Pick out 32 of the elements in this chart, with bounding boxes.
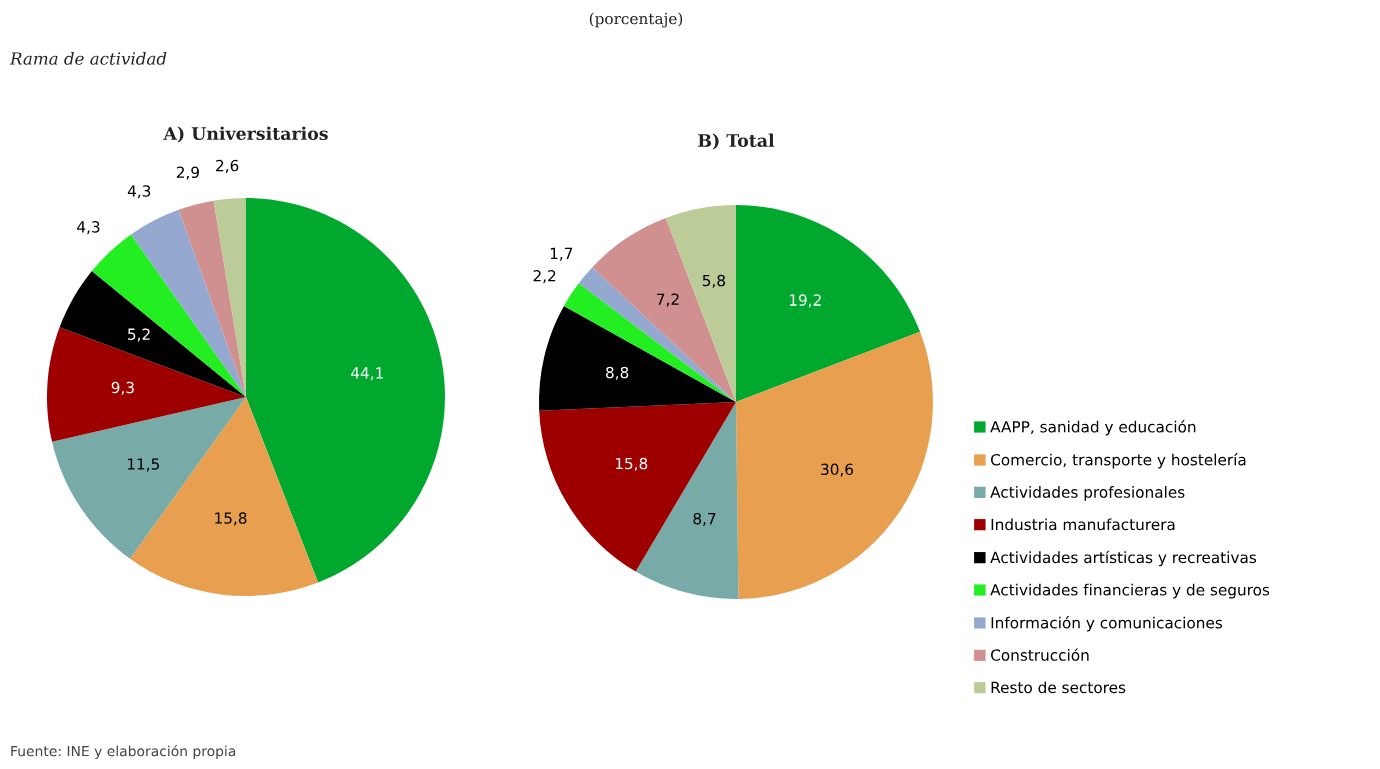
legend-label: Actividades artísticas y recreativas [990, 550, 1257, 567]
data-label: 11,5 [127, 458, 159, 472]
data-label: 30,6 [821, 463, 854, 477]
data-label: 15,8 [215, 512, 247, 526]
slice-label: B) Total [698, 133, 775, 150]
data-label: 7,2 [657, 293, 679, 307]
legend-label: Industria manufacturera [991, 518, 1175, 531]
legend-label: Información y comunicaciones [991, 616, 1223, 632]
legend-label: Actividades profesionales [990, 486, 1185, 501]
data-label: 8,7 [693, 512, 716, 526]
data-label: 5,8 [702, 274, 725, 288]
data-label: 2,2 [533, 270, 556, 284]
data-label: 9,3 [111, 381, 134, 395]
data-label: 2,9 [176, 166, 199, 180]
data-label: 15,8 [615, 457, 648, 471]
slice-label: A) Universitarios [163, 126, 328, 143]
data-label: 1,7 [550, 247, 573, 261]
legend-label: Construcción [991, 648, 1089, 661]
legend-label: Resto de sectores [991, 681, 1126, 694]
legend-label: Actividades financieras y de seguros [990, 583, 1270, 599]
text: (porcentaje) [589, 12, 683, 28]
data-label: 44,1 [351, 367, 383, 381]
data-label: 2,6 [216, 159, 239, 173]
data-label: 8,8 [606, 366, 629, 380]
text: Rama de actividad [9, 51, 167, 65]
data-label: 4,3 [127, 185, 151, 199]
data-label: 4,3 [77, 221, 100, 235]
source-note: Fuente: INE y elaboración propia [11, 745, 236, 759]
legend-label: AAPP, sanidad y educación [990, 420, 1196, 436]
data-label: 19,2 [789, 294, 821, 308]
legend-label: Comercio, transporte y hostelería [991, 453, 1246, 469]
data-label: 5,2 [128, 328, 150, 342]
